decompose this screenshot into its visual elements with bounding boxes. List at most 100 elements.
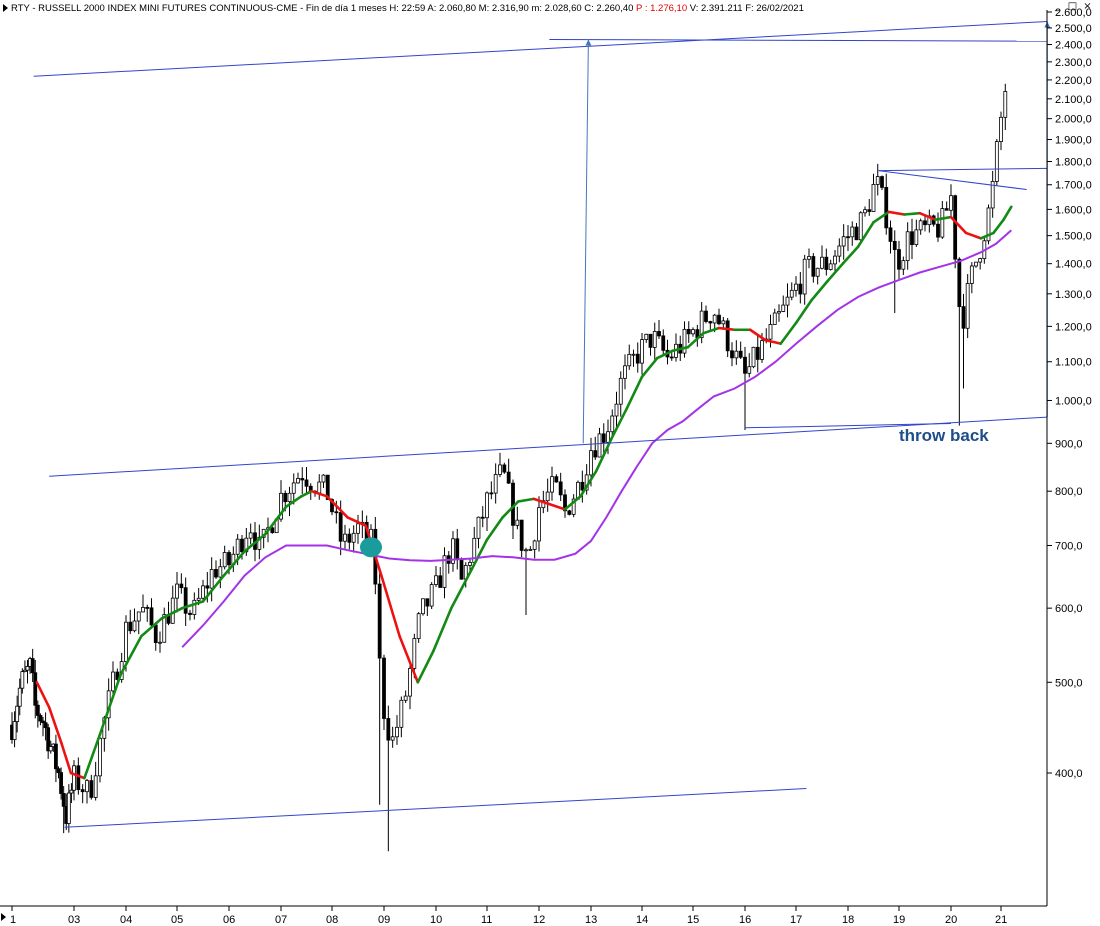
candle-body: [149, 607, 154, 626]
candle-body: [614, 403, 619, 417]
candle-body: [468, 562, 472, 566]
y-tick-label: 1.400,0: [1055, 259, 1092, 271]
candle-body: [61, 793, 66, 807]
min-value: m: 2.028,60: [531, 3, 582, 14]
candle-body: [648, 333, 653, 348]
y-tick-label: 2.000,0: [1055, 114, 1092, 126]
candle-body: [20, 671, 25, 689]
candle-body: [914, 229, 919, 246]
ma-fast-segment: [625, 375, 644, 410]
y-tick-label: 2.500,0: [1055, 23, 1092, 35]
candle-body: [994, 141, 999, 182]
trendline: [549, 38, 1048, 42]
ma-fast-segment: [398, 634, 420, 684]
candle-body: [601, 433, 606, 443]
candle-body: [794, 283, 798, 291]
ma-fast-segment: [856, 220, 875, 248]
y-tick-label: 1.700,0: [1055, 180, 1092, 192]
candle-body: [489, 492, 494, 495]
window-controls: _ □ ×: [1051, 1, 1094, 15]
candle-body: [201, 585, 205, 599]
candle-body: [897, 249, 901, 270]
candle-body: [738, 350, 743, 358]
candle-body: [730, 350, 734, 359]
candle-body: [356, 523, 360, 534]
candle-body: [644, 333, 649, 340]
candle-body: [691, 329, 695, 335]
candle-body: [59, 772, 63, 794]
maximize-button[interactable]: □: [1067, 1, 1078, 12]
ma-fast-segment: [686, 331, 705, 349]
candle-body: [699, 310, 704, 339]
scroll-arrow-icon[interactable]: [1, 913, 6, 921]
candle-body: [485, 492, 489, 519]
trendline: [878, 167, 1048, 172]
candle-body: [978, 258, 983, 263]
candle-body: [846, 236, 850, 239]
x-tick-label: 13: [585, 914, 597, 926]
ma-fast-segment: [979, 231, 995, 240]
candle-body: [214, 569, 218, 578]
close-value: C: 2.260,40: [584, 3, 634, 14]
candle-body: [627, 353, 632, 367]
menu-arrow-icon[interactable]: [3, 4, 8, 13]
ma-fast-segment: [779, 321, 798, 345]
candle-body: [502, 464, 507, 473]
y-tick-label: 2.400,0: [1055, 40, 1092, 52]
candle-body: [910, 231, 914, 246]
ma-fast-segment: [222, 550, 246, 577]
candle-body: [936, 223, 940, 238]
ma-fast-segment: [60, 742, 73, 775]
candle-body: [124, 621, 128, 663]
candle-body: [524, 549, 528, 552]
crossover-marker: [360, 537, 382, 558]
p-value: P : 1.276,10: [636, 3, 688, 14]
x-tick-label: 15: [687, 914, 699, 926]
minimize-button[interactable]: _: [1055, 1, 1060, 12]
candle-body: [145, 606, 150, 609]
y-tick-label: 2.200,0: [1055, 75, 1092, 87]
y-tick-label: 900,0: [1055, 438, 1083, 450]
candle-body: [291, 482, 296, 494]
x-tick-label: 10: [430, 914, 442, 926]
trendline: [744, 422, 952, 429]
instrument-title: RUSSELL 2000 INDEX MINI FUTURES CONTINUO…: [38, 3, 387, 14]
volume-value: V: 2.391.211: [689, 3, 743, 14]
candle-body: [623, 365, 627, 379]
candle-body: [287, 492, 292, 503]
candle-body: [781, 304, 786, 312]
ma-fast-segment: [671, 345, 690, 353]
ma-fast-segment: [655, 349, 674, 360]
candle-body: [567, 510, 572, 515]
chart-header: RTY - RUSSELL 2000 INDEX MINI FUTURES CO…: [0, 0, 1100, 17]
y-tick-label: 2.600,0: [1055, 7, 1092, 19]
ma-fast-segment: [902, 211, 922, 216]
candle-body: [537, 507, 541, 542]
ma-fast-segment: [810, 280, 829, 302]
candle-body: [858, 212, 863, 241]
close-button[interactable]: ×: [1083, 1, 1092, 12]
candle-body: [416, 613, 421, 639]
candle-body: [721, 320, 726, 325]
ma-fast-segment: [918, 211, 937, 221]
candle-body: [884, 187, 889, 229]
y-tick-label: 1.000,0: [1055, 395, 1092, 407]
candle-body: [46, 727, 51, 752]
candle-body: [205, 585, 210, 589]
candle-body: [257, 536, 262, 550]
candle-body: [196, 597, 201, 601]
candle-body: [347, 533, 352, 543]
candle-body: [382, 657, 386, 719]
candle-body: [777, 311, 781, 314]
candle-body: [969, 265, 974, 284]
ma-fast-segment: [841, 245, 860, 265]
y-tick-label: 1.100,0: [1055, 357, 1092, 369]
x-tick-label: 1: [10, 914, 16, 926]
candle-body: [580, 481, 585, 491]
candle-body: [33, 672, 38, 706]
ma-fast-segment: [310, 489, 329, 498]
candle-body: [875, 176, 880, 185]
candle-body: [434, 575, 438, 585]
hour-value: H: 22:59: [389, 3, 426, 14]
